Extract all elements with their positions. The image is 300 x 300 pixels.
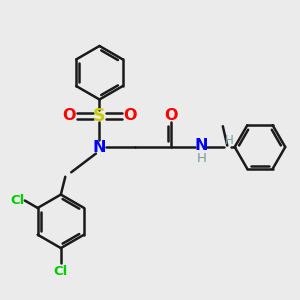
Text: O: O: [164, 108, 178, 123]
Text: S: S: [93, 107, 106, 125]
Text: N: N: [195, 138, 208, 153]
Text: O: O: [123, 108, 137, 123]
Text: Cl: Cl: [10, 194, 25, 207]
Text: H: H: [225, 134, 234, 147]
Text: O: O: [62, 108, 76, 123]
Text: N: N: [93, 140, 106, 154]
Text: H: H: [196, 152, 206, 165]
Text: Cl: Cl: [54, 265, 68, 278]
